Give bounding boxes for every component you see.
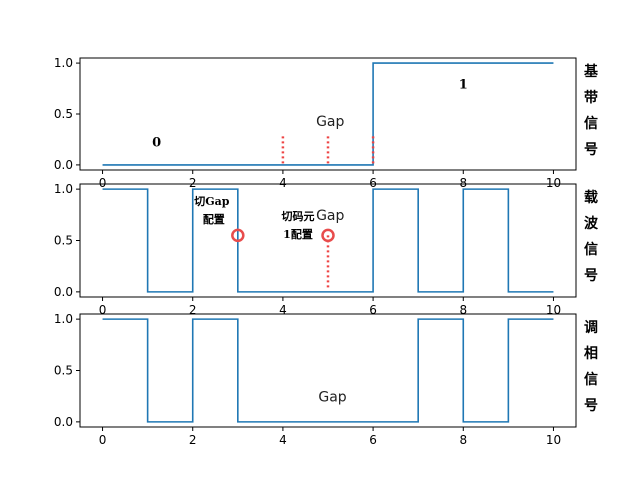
y-tick-label: 0.5: [54, 107, 73, 121]
x-tick-label: 4: [279, 303, 287, 317]
x-tick-label: 2: [189, 176, 197, 190]
callout-label: 配置: [203, 212, 225, 226]
x-tick-label: 0: [99, 176, 107, 190]
series-line: [102, 188, 554, 293]
y-tick-label: 1.0: [54, 182, 73, 196]
x-tick-label: 4: [279, 176, 287, 190]
side-label-char: 载: [584, 189, 598, 206]
series-line: [102, 62, 554, 166]
y-tick-label: 1.0: [54, 312, 73, 326]
annotation-text: 1: [459, 78, 468, 93]
annotation-text: Gap: [318, 389, 346, 405]
side-label-char: 号: [584, 142, 598, 158]
side-label-char: 信: [584, 115, 598, 132]
y-tick-label: 1.0: [54, 56, 73, 70]
annotation-text: 0: [152, 136, 161, 151]
x-tick-label: 6: [369, 303, 377, 317]
y-tick-label: 0.0: [54, 415, 73, 429]
y-tick-label: 0.5: [54, 364, 73, 378]
callout-circle: [231, 228, 245, 243]
x-tick-label: 6: [369, 433, 377, 447]
x-tick-label: 6: [369, 176, 377, 190]
x-tick-label: 10: [546, 303, 561, 317]
x-tick-label: 4: [279, 433, 287, 447]
x-tick-label: 10: [546, 176, 561, 190]
x-tick-label: 8: [459, 303, 467, 317]
side-label-char: 波: [584, 215, 599, 232]
side-label-char: 号: [584, 268, 598, 284]
x-tick-label: 2: [189, 433, 197, 447]
x-tick-label: 8: [459, 433, 467, 447]
callout-label: 切Gap: [194, 195, 230, 208]
x-tick-label: 10: [546, 433, 561, 447]
axes-frame: [79, 313, 577, 428]
annotation-text: Gap: [316, 114, 344, 130]
side-label-char: 带: [584, 90, 598, 106]
side-label-char: 相: [584, 345, 598, 362]
x-tick-label: 0: [99, 303, 107, 317]
x-tick-label: 0: [99, 433, 107, 447]
side-label-char: 号: [584, 398, 598, 414]
side-label-char: 信: [584, 371, 598, 388]
callout-label: 切码元: [282, 210, 315, 223]
callout-label: 1配置: [283, 227, 313, 241]
annotation-text: Gap: [316, 208, 344, 224]
y-tick-label: 0.5: [54, 234, 73, 248]
series-line: [102, 318, 554, 423]
y-tick-label: 0.0: [54, 285, 73, 299]
x-tick-label: 2: [189, 303, 197, 317]
side-label-char: 信: [584, 241, 598, 258]
y-tick-label: 0.0: [54, 158, 73, 172]
side-label-char: 调: [584, 320, 598, 336]
side-label-char: 基: [584, 63, 599, 80]
callout-circle: [321, 228, 335, 243]
x-tick-label: 8: [459, 176, 467, 190]
